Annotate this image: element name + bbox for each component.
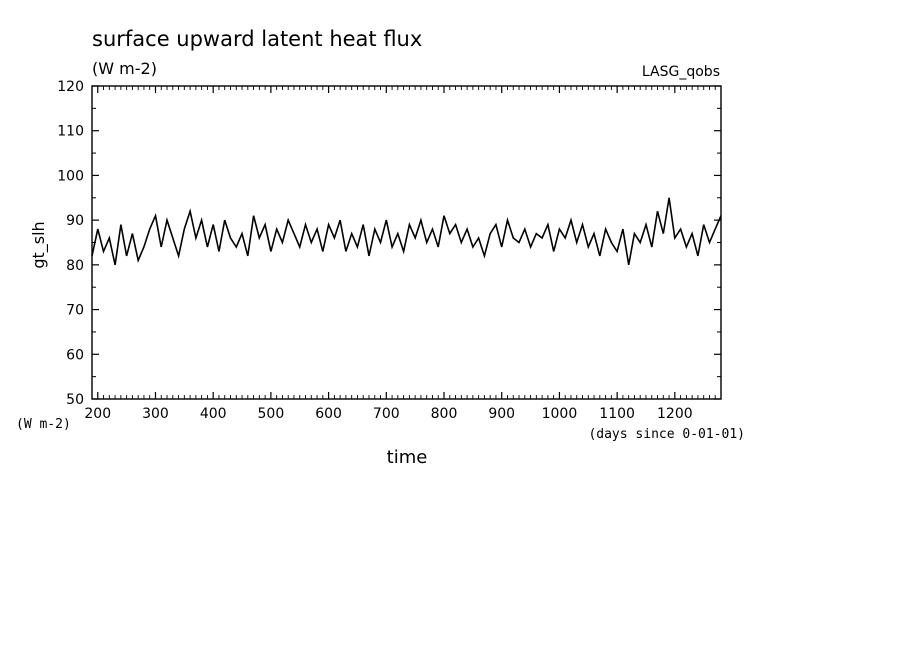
x-tick-label: 1100 [599, 406, 635, 422]
y-axis-label: gt_slh [29, 221, 49, 268]
y-tick-label: 60 [66, 347, 84, 363]
x-tick-label: 600 [315, 406, 342, 422]
x-tick-label: 1200 [657, 406, 693, 422]
x-tick-label: 900 [488, 406, 515, 422]
series-line [91, 197, 722, 266]
y-tick-label: 110 [57, 124, 84, 140]
x-axis-label: time [387, 447, 428, 468]
x-tick-label: 700 [373, 406, 400, 422]
y-axis: 50 60 70 80 90 100 110 120 [57, 79, 721, 408]
x-tick-label: 300 [142, 406, 169, 422]
y-tick-label: 100 [57, 168, 84, 184]
x-tick-label: 200 [84, 406, 111, 422]
y-unit-label: (W m-2) [16, 417, 71, 432]
y-tick-label: 80 [66, 258, 84, 274]
chart-title: surface upward latent heat flux [92, 27, 422, 51]
y-tick-label: 50 [66, 392, 84, 408]
y-tick-label: 90 [66, 213, 84, 229]
x-tick-label: 400 [200, 406, 227, 422]
x-tick-label: 1000 [542, 406, 578, 422]
x-tick-label: 800 [431, 406, 458, 422]
y-tick-label: 70 [66, 303, 84, 319]
source-label: LASG_qobs [642, 64, 720, 80]
plot-frame [91, 85, 722, 400]
x-unit-label: (days since 0-01-01) [588, 427, 745, 442]
y-tick-label: 120 [57, 79, 84, 95]
x-tick-label: 500 [258, 406, 285, 422]
chart-subtitle: (W m-2) [92, 59, 157, 78]
